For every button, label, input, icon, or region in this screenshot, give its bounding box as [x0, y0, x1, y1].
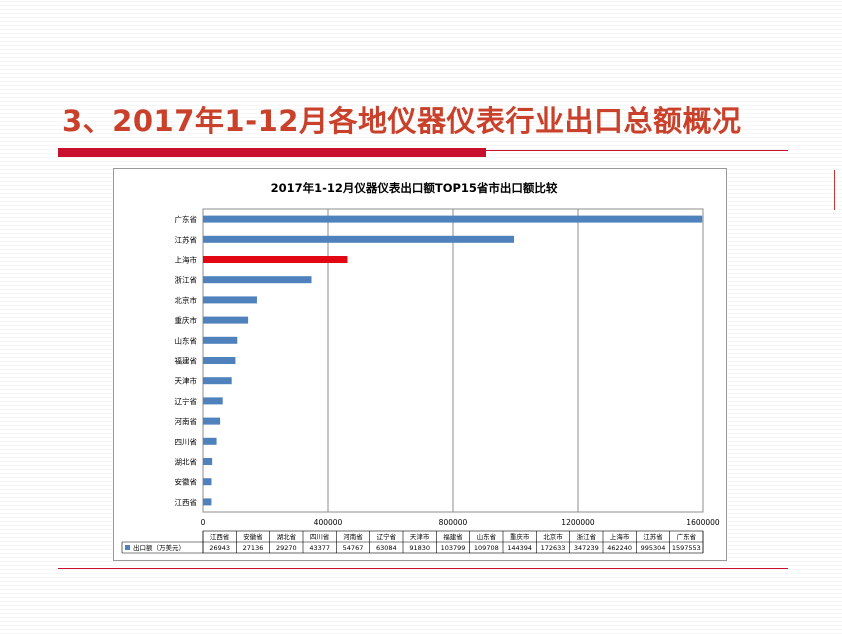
bar-series: [203, 498, 212, 506]
chart-panel: 2017年1-12月仪器仪表出口额TOP15省市出口额比较 0 400000 800…: [113, 168, 727, 561]
category-label: 江西省: [175, 497, 198, 507]
x-tick-label: 400000: [314, 518, 343, 527]
bar-chart: 2017年1-12月仪器仪表出口额TOP15省市出口额比较 0 400000 800…: [121, 181, 720, 554]
category-label: 四川省: [175, 436, 198, 446]
data-table-header-cell: 浙江省: [577, 532, 597, 541]
category-label: 上海市: [175, 255, 198, 265]
data-table-value-cell: 347239: [574, 544, 599, 552]
bar-series: [203, 417, 221, 425]
x-tick-label: 1600000: [686, 518, 720, 527]
bar-series: [203, 336, 238, 344]
bar-series: [203, 235, 515, 243]
category-label: 山东省: [175, 335, 198, 345]
data-table-header-cell: 上海市: [610, 532, 630, 541]
data-table-header-cell: 福建省: [443, 532, 463, 541]
category-label: 江苏省: [175, 234, 198, 244]
bar-series: [203, 316, 249, 324]
bar-series: [203, 357, 236, 364]
bar-series: [203, 296, 257, 304]
data-table-value-cell: 29270: [276, 544, 297, 552]
category-label: 河南省: [175, 416, 198, 426]
category-label: 安徽省: [175, 477, 198, 487]
category-label: 广东省: [175, 214, 198, 224]
data-table-header-cell: 北京市: [543, 532, 563, 541]
bar-series: [203, 458, 213, 465]
bar-series: [203, 276, 312, 284]
bar-series: [203, 478, 212, 486]
category-label: 重庆市: [175, 315, 198, 325]
category-label: 福建省: [175, 356, 198, 366]
data-table-header-cell: 安徽省: [243, 532, 263, 541]
data-table-value-cell: 54767: [343, 544, 364, 552]
data-table-header-cell: 江西省: [210, 532, 230, 541]
data-table-header-cell: 辽宁省: [377, 532, 397, 541]
data-table-header-cell: 广东省: [677, 532, 697, 541]
category-label: 湖北省: [175, 457, 198, 467]
data-table-value-cell: 172633: [541, 544, 566, 552]
data-table-value-cell: 144394: [507, 544, 532, 552]
data-table-header-cell: 四川省: [310, 532, 330, 541]
data-table-value-cell: 43377: [309, 544, 330, 552]
chart-title: 2017年1-12月仪器仪表出口额TOP15省市出口额比较: [271, 181, 558, 195]
legend-swatch: [125, 545, 130, 550]
title-underline-bar: [58, 148, 486, 157]
x-tick-label: 0: [201, 518, 206, 527]
category-label: 浙江省: [175, 275, 198, 285]
data-table-header-cell: 山东省: [477, 532, 497, 541]
category-label: 天津市: [175, 376, 198, 386]
data-table-header-cell: 天津市: [410, 532, 430, 541]
data-table-value-cell: 103799: [441, 544, 466, 552]
data-table-header-cell: 河南省: [343, 532, 363, 541]
bar-series: [203, 437, 217, 445]
x-tick-label: 1200000: [561, 518, 595, 527]
category-label: 北京市: [175, 295, 198, 305]
bottom-rule: [58, 568, 788, 569]
category-label: 辽宁省: [175, 396, 198, 406]
data-table-value-cell: 1597553: [672, 544, 701, 552]
data-table-value-cell: 109708: [474, 544, 499, 552]
data-table-value-cell: 26943: [209, 544, 230, 552]
edge-accent-line: [834, 170, 835, 210]
data-table-header-cell: 重庆市: [510, 532, 530, 541]
data-table-value-cell: 27136: [243, 544, 264, 552]
bar-series: [203, 397, 223, 405]
data-table-value-cell: 63084: [376, 544, 397, 552]
data-table-header-cell: 湖北省: [277, 532, 297, 541]
data-table-value-cell: 91830: [409, 544, 430, 552]
x-tick-label: 800000: [439, 518, 468, 527]
bar-series: [203, 377, 232, 385]
title-underline-rule: [486, 150, 788, 151]
data-table-header-cell: 江苏省: [643, 532, 663, 541]
slide-title: 3、2017年1-12月各地仪器仪表行业出口总额概况: [62, 104, 742, 138]
legend-series-name: 出口额（万美元）: [133, 543, 185, 552]
bar-highlight: [203, 256, 348, 263]
data-table-value-cell: 995304: [641, 544, 666, 552]
data-table-value-cell: 462240: [607, 544, 632, 552]
bar-series: [203, 215, 703, 223]
